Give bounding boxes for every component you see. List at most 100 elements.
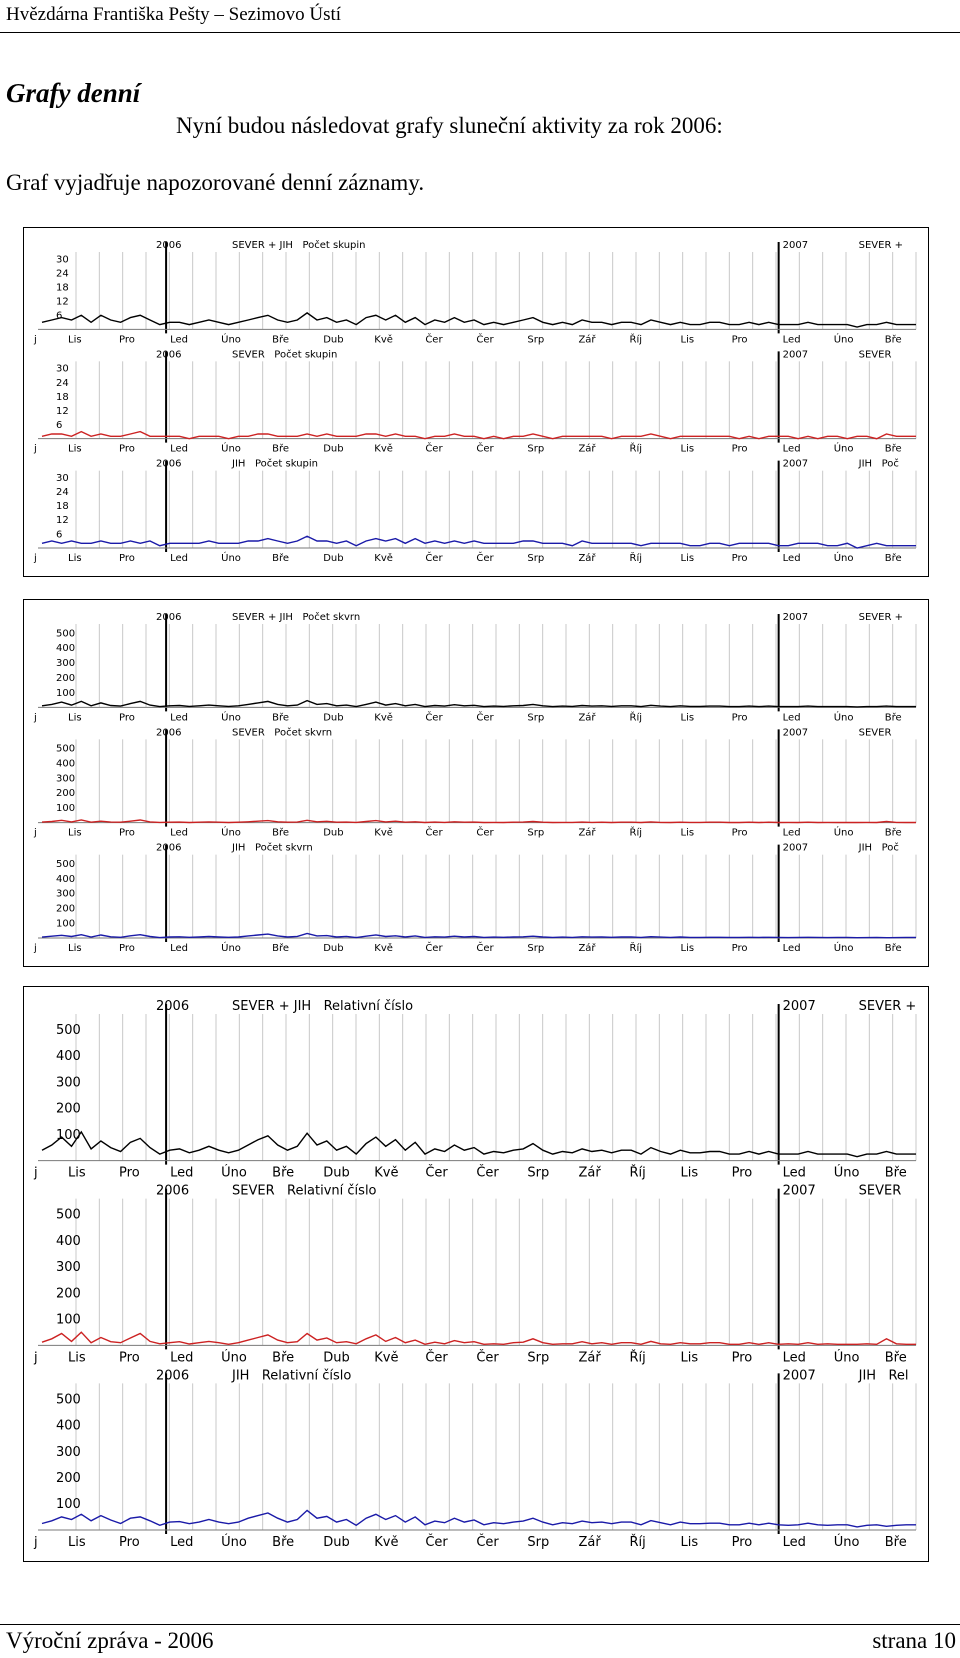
chart-title-left: JIH Počet skvrn xyxy=(231,842,313,854)
month-tick-label: Říj xyxy=(630,826,643,839)
month-tick-label: Pro xyxy=(119,1166,140,1181)
month-tick-label: Pro xyxy=(119,712,135,723)
month-tick-label: Kvě xyxy=(374,552,393,564)
month-tick-label: Bře xyxy=(272,827,289,839)
chart-title-right: JIH Poč xyxy=(858,458,899,470)
series-line xyxy=(41,1509,916,1528)
chart-year-left: 2006 xyxy=(156,459,181,470)
chart-year-right: 2007 xyxy=(783,1184,816,1199)
month-tick-label: Úno xyxy=(221,442,241,455)
y-tick-label: 200 xyxy=(56,1102,81,1117)
y-tick-label: 300 xyxy=(56,889,75,900)
description-text: Graf vyjadřuje napozorované denní záznam… xyxy=(6,170,425,195)
month-tick-label: Říj xyxy=(630,941,643,954)
month-tick-label: j xyxy=(33,444,37,455)
month-tick-label: Kvě xyxy=(374,942,393,954)
month-tick-label: Pro xyxy=(119,943,135,954)
month-tick-label: Úno xyxy=(221,551,241,564)
chart-year-right: 2007 xyxy=(783,999,816,1014)
month-tick-label: j xyxy=(33,1166,38,1181)
month-tick-label: Bře xyxy=(272,711,289,723)
month-tick-label: Úno xyxy=(834,442,854,455)
chart-panel-groups: 30 24 18 12 6 2006 SEVER + JIH Počet skupin 200… xyxy=(23,227,929,577)
month-tick-label: j xyxy=(33,1350,38,1365)
month-tick-label: Bře xyxy=(272,552,289,564)
month-tick-label: Úno xyxy=(834,1534,860,1550)
y-tick-label: 300 xyxy=(56,1260,81,1275)
month-tick-label: Bře xyxy=(885,827,902,839)
y-tick-label: 200 xyxy=(56,673,75,684)
y-tick-label: 18 xyxy=(56,392,69,403)
month-tick-label: Lis xyxy=(681,943,695,954)
month-tick-label: j xyxy=(33,1535,38,1550)
month-tick-label: Čer xyxy=(425,332,443,345)
y-tick-label: 100 xyxy=(56,918,75,929)
chart-svg-relative: 500 400 300 200 100 2006 SEVER + JIH Relativní… xyxy=(33,999,917,1550)
y-tick-label: 200 xyxy=(56,1286,81,1301)
month-tick-label: Pro xyxy=(119,828,135,839)
month-tick-label: Pro xyxy=(732,1166,753,1181)
month-tick-label: Dub xyxy=(323,444,343,455)
chart-title-left: SEVER Počet skvrn xyxy=(232,726,332,738)
chart-title-right: SEVER xyxy=(859,727,892,738)
chart-1: 500 400 300 200 100 2006 SEVER Relativní číslo… xyxy=(33,1184,917,1365)
month-tick-label: Lis xyxy=(68,1535,86,1550)
month-tick-label: Led xyxy=(170,943,188,954)
month-tick-label: Srp xyxy=(527,444,544,455)
intro-text: Nyní budou následovat grafy sluneční akt… xyxy=(176,113,723,138)
header-divider xyxy=(0,32,960,33)
section-heading: Grafy denní xyxy=(6,78,141,108)
month-tick-label: Led xyxy=(783,1350,806,1365)
month-tick-label: Kvě xyxy=(374,711,393,723)
chart-svg-groups: 30 24 18 12 6 2006 SEVER + JIH Počet skupin 200… xyxy=(33,239,917,564)
month-tick-label: Čer xyxy=(476,941,494,954)
footer-page-number: strana 10 xyxy=(872,1628,956,1653)
footer-report-title: Výroční zpráva - 2006 xyxy=(6,1628,214,1653)
month-tick-label: Srp xyxy=(527,943,544,954)
y-tick-label: 24 xyxy=(56,268,69,279)
month-tick-label: Pro xyxy=(119,1350,140,1365)
month-tick-label: Bře xyxy=(885,1350,907,1365)
month-tick-label: Bře xyxy=(885,552,902,564)
month-tick-label: Úno xyxy=(221,941,241,954)
month-tick-label: Kvě xyxy=(374,1166,398,1181)
footer-divider xyxy=(0,1624,960,1625)
month-tick-label: Zář xyxy=(578,942,596,954)
chart-title-left: SEVER + JIH Počet skupin xyxy=(232,239,366,251)
month-tick-label: Srp xyxy=(527,1535,549,1550)
chart-2: 500 400 300 200 100 2006 JIH Počet skvrn 2007 JI… xyxy=(33,842,917,954)
y-tick-label: 100 xyxy=(56,1312,81,1327)
y-tick-label: 30 xyxy=(56,254,69,265)
month-tick-label: Dub xyxy=(323,334,343,345)
chart-year-right: 2007 xyxy=(783,240,808,251)
y-tick-label: 100 xyxy=(56,803,75,814)
chart-year-left: 2006 xyxy=(156,240,181,251)
month-tick-label: Říj xyxy=(630,1534,646,1550)
month-tick-label: Bře xyxy=(885,1166,907,1181)
month-tick-label: Led xyxy=(170,828,188,839)
month-tick-label: Říj xyxy=(630,1349,646,1365)
chart-title-right: JIH Poč xyxy=(858,842,899,854)
month-tick-label: Zář xyxy=(578,443,596,455)
month-tick-label: Bře xyxy=(272,1535,294,1550)
month-tick-label: Lis xyxy=(68,712,82,723)
month-tick-label: Pro xyxy=(119,444,135,455)
month-tick-label: Čer xyxy=(476,1349,499,1365)
month-tick-label: Pro xyxy=(732,444,748,455)
chart-year-right: 2007 xyxy=(783,349,808,360)
month-tick-label: Led xyxy=(170,1350,193,1365)
y-tick-label: 18 xyxy=(56,282,69,293)
month-tick-label: Zář xyxy=(578,711,596,723)
y-tick-label: 500 xyxy=(56,1208,81,1223)
month-tick-label: Dub xyxy=(323,828,343,839)
series-line xyxy=(41,312,916,328)
y-tick-label: 500 xyxy=(56,1023,81,1038)
month-tick-label: Pro xyxy=(732,334,748,345)
y-tick-label: 200 xyxy=(56,788,75,799)
month-tick-label: Úno xyxy=(834,941,854,954)
month-tick-label: Bře xyxy=(885,333,902,345)
chart-0: 500 400 300 200 100 2006 SEVER + JIH Počet skv… xyxy=(33,611,917,723)
month-tick-label: Led xyxy=(170,1535,193,1550)
month-tick-label: Čer xyxy=(476,1165,499,1181)
chart-title-right: SEVER + xyxy=(859,240,903,251)
